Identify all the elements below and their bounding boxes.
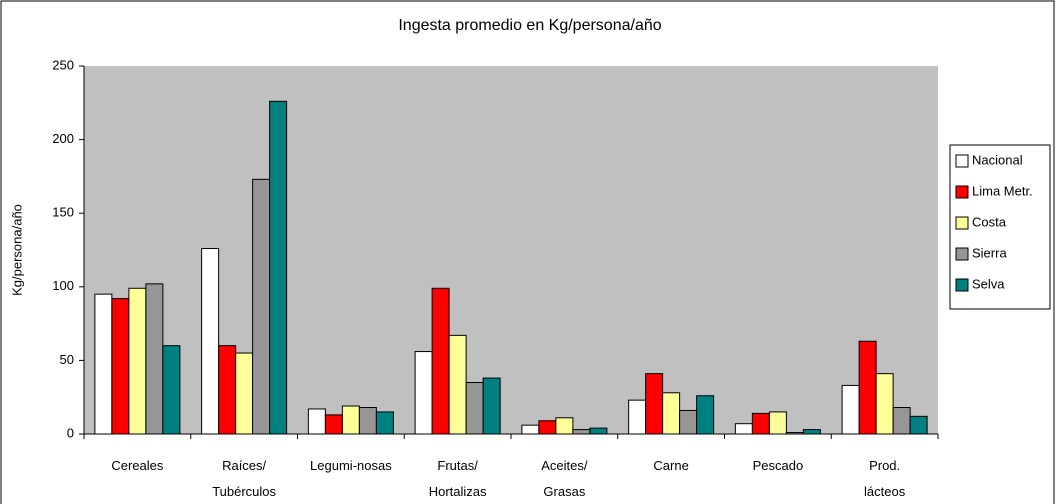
bar [645, 373, 664, 435]
bar [521, 424, 540, 435]
bar [572, 429, 591, 435]
y-tick-label: 50 [60, 352, 74, 367]
legend-label: Lima Metr. [972, 183, 1033, 198]
bar [235, 352, 254, 435]
bar [414, 351, 433, 435]
y-tick-label: 100 [52, 278, 74, 293]
legend-label: Selva [972, 276, 1005, 291]
bar [431, 287, 450, 435]
bar [841, 384, 860, 435]
legend-label: Sierra [972, 245, 1007, 260]
bar [218, 345, 237, 435]
bar [662, 392, 681, 435]
legend-swatch [955, 185, 969, 199]
bar [734, 423, 753, 435]
legend-label: Nacional [972, 152, 1023, 167]
y-tick-label: 150 [52, 205, 74, 220]
bar [751, 412, 770, 435]
bar [679, 409, 698, 435]
bar [858, 340, 877, 435]
chart-title: Ingesta promedio en Kg/persona/año [398, 17, 661, 34]
bar [252, 178, 271, 435]
bar [589, 427, 608, 435]
legend-swatch [955, 278, 969, 292]
x-tick-label: Legumi-nosas [310, 458, 392, 473]
bar [145, 283, 164, 435]
y-axis-label: Kg/persona/año [9, 204, 24, 296]
bar [111, 298, 130, 435]
bar [802, 429, 821, 435]
x-tick-label: Raíces/ Tubérculos [212, 458, 277, 499]
bar [768, 411, 787, 435]
x-tick-label: Pescado [752, 458, 804, 473]
bar [358, 407, 377, 435]
x-tick-label: Carne [653, 458, 689, 473]
bar [269, 100, 288, 435]
bar [375, 411, 394, 435]
bar [341, 405, 360, 435]
bar [785, 432, 804, 435]
bar [465, 381, 484, 435]
bar [555, 417, 574, 435]
legend-swatch [955, 247, 969, 261]
x-tick-label: Cereales [111, 458, 164, 473]
bar [162, 345, 181, 435]
bar [892, 407, 911, 435]
bar [538, 420, 557, 435]
x-tick-label: Aceites/ Grasas [541, 458, 588, 499]
y-tick-label: 250 [52, 57, 74, 72]
bar [307, 408, 326, 435]
bar [909, 415, 928, 435]
bar [448, 334, 467, 435]
x-tick-label: Frutas/ Hortalizas [428, 458, 487, 499]
x-tick-label: Prod. lácteos [864, 458, 906, 499]
bar [628, 399, 647, 435]
bar [128, 287, 147, 435]
legend-swatch [955, 216, 969, 230]
bar [324, 414, 343, 435]
bar [201, 248, 220, 435]
bar [696, 395, 715, 435]
legend-label: Costa [972, 214, 1007, 229]
legend-swatch [955, 154, 969, 168]
bar [482, 377, 501, 435]
y-tick-label: 200 [52, 131, 74, 146]
bar [94, 293, 113, 435]
y-tick-label: 0 [67, 425, 74, 440]
bar [875, 373, 894, 435]
